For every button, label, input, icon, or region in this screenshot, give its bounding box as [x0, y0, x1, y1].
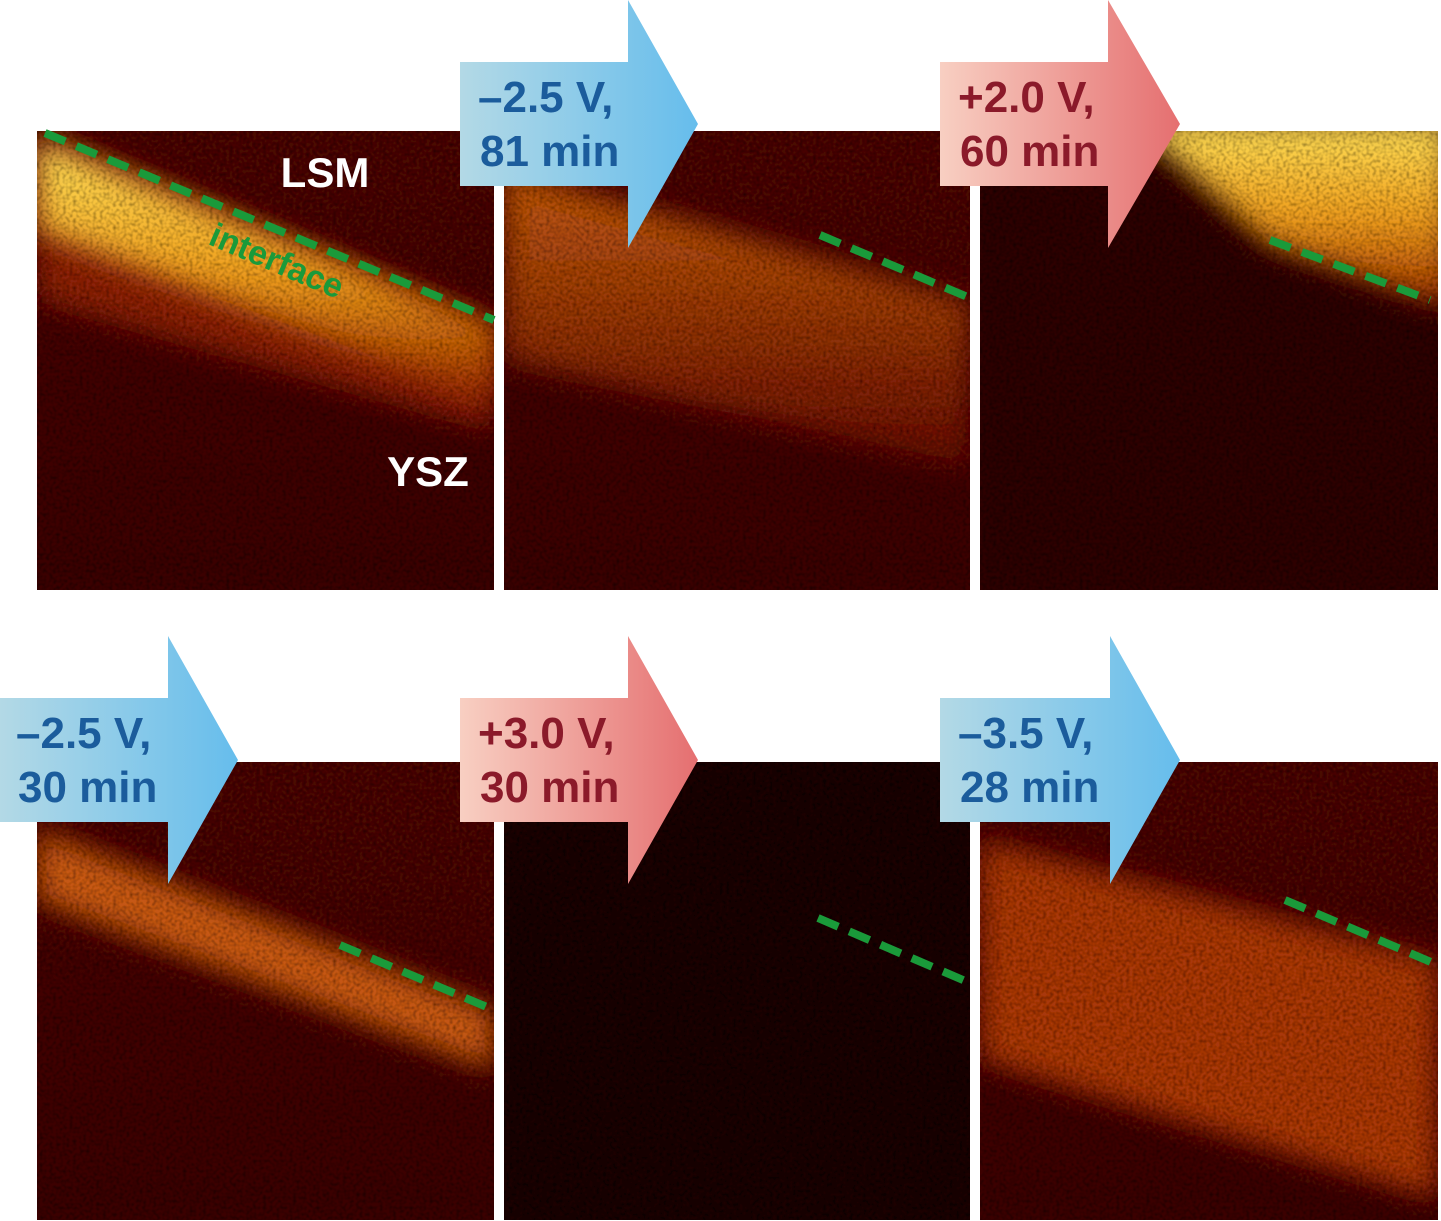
arrow-label: +2.0 V, — [958, 73, 1095, 122]
dashed-line — [818, 231, 972, 302]
arrow-label: 30 min — [480, 763, 619, 812]
arrow: –2.5 V, 81 min — [460, 0, 698, 248]
panel — [37, 131, 494, 590]
arrow-shape — [460, 0, 698, 248]
bright-band — [1142, 131, 1438, 306]
arrow-label: –3.5 V, — [958, 709, 1093, 758]
arrow-shape — [940, 0, 1180, 248]
band — [980, 840, 1438, 1200]
dashed-line — [1268, 236, 1432, 304]
arrow: +3.0 V, 30 min — [460, 636, 698, 884]
arrow-label: –2.5 V, — [16, 709, 151, 758]
arrow-label: –2.5 V, — [478, 73, 613, 122]
dashed-line — [816, 914, 972, 987]
dashed-line — [43, 129, 496, 324]
image-panels — [37, 131, 1438, 1220]
arrow: –3.5 V, 28 min — [940, 636, 1180, 884]
dashed-line — [338, 941, 496, 1014]
arrow: +2.0 V, 60 min — [940, 0, 1180, 248]
panel-background — [504, 762, 970, 1220]
label-ysz: YSZ — [387, 448, 469, 495]
arrow-shape — [940, 636, 1180, 884]
panel — [37, 762, 494, 1220]
arrow-label: 81 min — [480, 127, 619, 176]
arrow-label: 28 min — [960, 763, 1099, 812]
bright-band — [37, 140, 494, 400]
dashed-line — [1283, 896, 1440, 969]
arrow-label: 30 min — [18, 763, 157, 812]
panel — [504, 762, 970, 1220]
interface-lines — [43, 129, 1440, 1014]
arrow-label: 60 min — [960, 127, 1099, 176]
label-lsm: LSM — [281, 149, 370, 196]
arrow-shape — [460, 636, 698, 884]
arrow: –2.5 V, 30 min — [0, 636, 238, 884]
band — [37, 830, 494, 1070]
arrow-shape — [0, 636, 238, 884]
panel — [980, 131, 1438, 590]
band — [504, 170, 970, 470]
panel — [504, 131, 970, 590]
panel — [980, 762, 1438, 1220]
arrow-label: +3.0 V, — [478, 709, 615, 758]
